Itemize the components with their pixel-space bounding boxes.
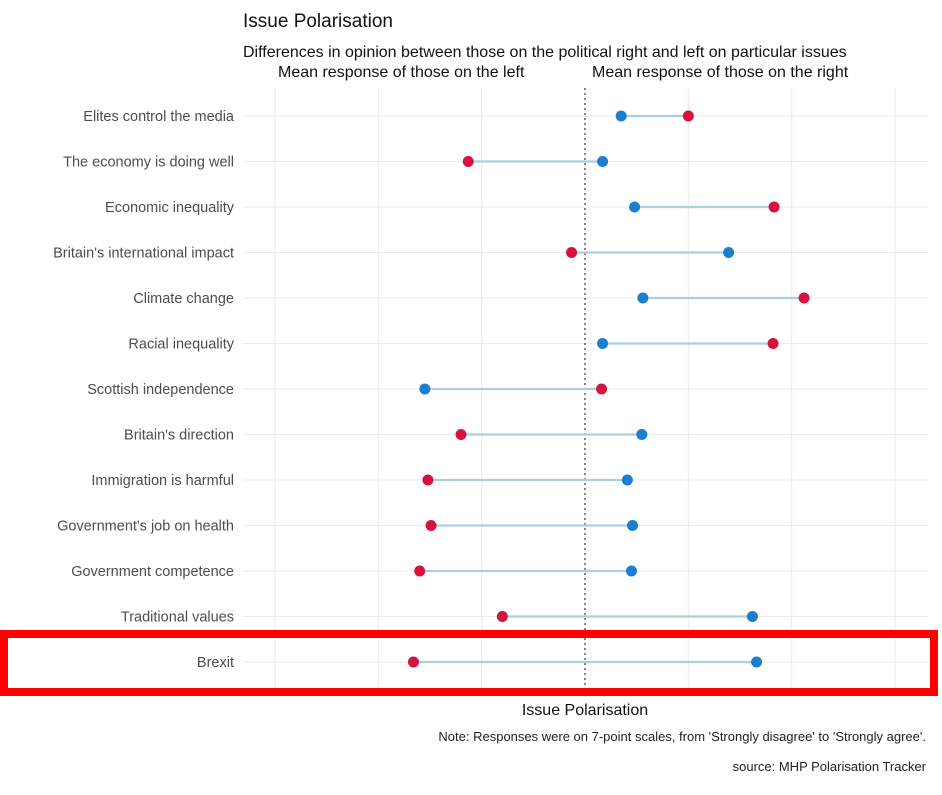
category-label: Racial inequality (128, 337, 234, 353)
category-label: Government competence (71, 564, 234, 580)
red-point (455, 429, 467, 440)
red-point (496, 611, 508, 622)
category-label: Climate change (133, 291, 234, 307)
category-label: Traditional values (121, 610, 234, 626)
category-label: Britain's international impact (53, 246, 234, 262)
red-point (407, 656, 419, 668)
blue-point (419, 383, 431, 395)
blue-point (636, 429, 648, 440)
category-label: Britain's direction (124, 428, 234, 444)
blue-point (626, 565, 637, 577)
category-label: Brexit (197, 655, 234, 671)
red-point (768, 201, 780, 213)
blue-point (629, 201, 641, 213)
category-label: Immigration is harmful (91, 473, 234, 489)
highlight-box (0, 630, 938, 696)
chart-title: Issue Polarisation (243, 11, 393, 32)
category-labels: Elites control the media The economy is d… (53, 109, 235, 671)
chart-subtitle: Differences in opinion between those on … (243, 44, 847, 61)
blue-point (746, 611, 758, 622)
red-point (425, 520, 437, 531)
note: Note: Responses were on 7-point scales, … (438, 729, 926, 744)
source: source: MHP Polarisation Tracker (733, 759, 927, 774)
red-point (462, 156, 474, 167)
category-label: Government's job on health (57, 519, 234, 535)
red-point (566, 247, 578, 258)
red-point (414, 565, 426, 577)
red-point (767, 338, 779, 349)
category-label: Economic inequality (105, 200, 235, 216)
red-point (596, 383, 608, 395)
red-point (422, 474, 434, 486)
category-label: Scottish independence (87, 382, 234, 398)
left-header: Mean response of those on the left (278, 64, 525, 81)
blue-point (615, 110, 627, 122)
blue-point (597, 156, 609, 167)
category-label: The economy is doing well (63, 155, 234, 171)
blue-point (637, 292, 649, 304)
blue-point (597, 338, 609, 349)
red-point (682, 110, 694, 122)
right-header: Mean response of those on the right (592, 64, 849, 81)
blue-point (621, 474, 633, 486)
red-point (798, 292, 810, 304)
blue-point (627, 520, 639, 531)
blue-point (751, 656, 763, 668)
blue-point (723, 247, 735, 258)
x-axis-label: Issue Polarisation (522, 702, 648, 719)
category-label: Elites control the media (83, 109, 235, 125)
marks (407, 110, 810, 668)
